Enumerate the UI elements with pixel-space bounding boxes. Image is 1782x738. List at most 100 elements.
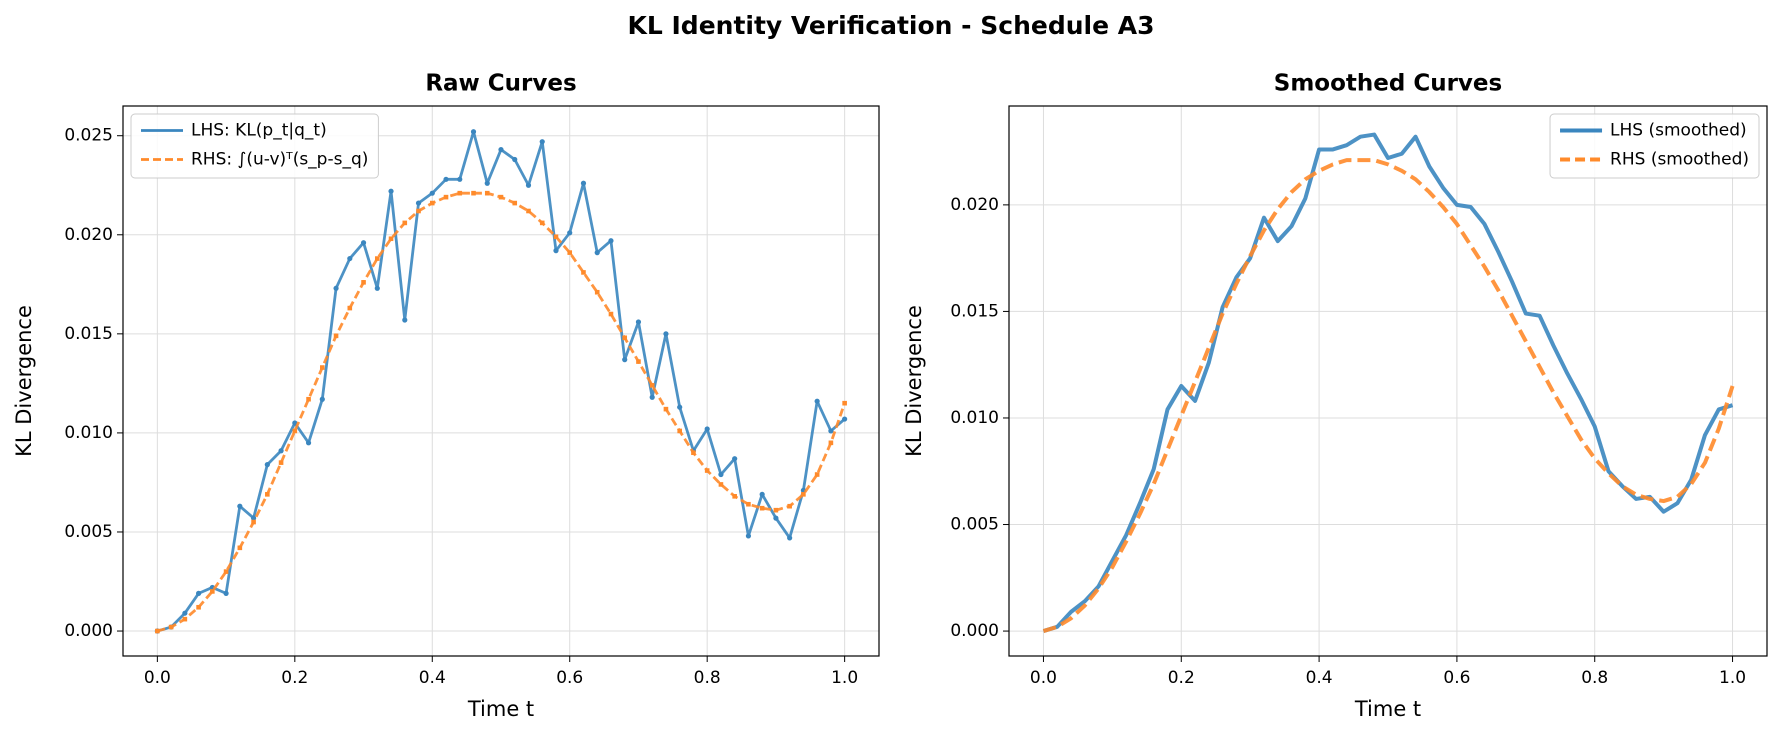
point-marker bbox=[663, 406, 669, 412]
point-marker bbox=[553, 234, 559, 240]
axes-title: Raw Curves bbox=[425, 71, 576, 97]
point-marker bbox=[498, 146, 504, 153]
series-line bbox=[156, 191, 846, 633]
point-marker bbox=[306, 396, 311, 402]
point-marker bbox=[814, 472, 820, 477]
legend: LHS: KL(p_t|q_t) RHS: ∫(u-v)ᵀ(s_p-s_q) bbox=[130, 113, 379, 179]
legend-box bbox=[1549, 113, 1760, 179]
point-marker bbox=[374, 285, 380, 291]
point-marker bbox=[636, 359, 641, 364]
point-marker bbox=[250, 515, 257, 521]
point-marker bbox=[842, 400, 847, 406]
point-marker bbox=[292, 420, 298, 426]
point-marker bbox=[319, 396, 325, 402]
point-marker bbox=[787, 503, 792, 509]
point-marker bbox=[649, 383, 655, 388]
axes-frame bbox=[122, 105, 880, 657]
point-marker bbox=[622, 357, 628, 363]
point-marker bbox=[484, 180, 490, 186]
x-tick-label: 1.0 bbox=[831, 668, 858, 688]
x-tick-label: 0.6 bbox=[1443, 668, 1470, 688]
y-tick-label: 0.025 bbox=[64, 126, 113, 146]
x-tick-label: 0.2 bbox=[281, 668, 308, 688]
point-marker bbox=[691, 450, 696, 456]
y-axis-label: KL Divergence bbox=[12, 305, 36, 457]
point-marker bbox=[429, 190, 435, 196]
point-marker bbox=[361, 280, 366, 285]
point-marker bbox=[429, 200, 435, 206]
point-marker bbox=[842, 416, 848, 422]
point-marker bbox=[539, 220, 545, 226]
point-marker bbox=[718, 482, 724, 487]
point-marker bbox=[745, 533, 752, 539]
point-marker bbox=[525, 182, 532, 188]
y-tick-label: 0.000 bbox=[64, 621, 113, 641]
point-marker bbox=[512, 200, 518, 206]
point-marker bbox=[608, 238, 614, 244]
point-marker bbox=[196, 604, 201, 610]
y-tick-label: 0.020 bbox=[64, 225, 113, 245]
point-marker bbox=[759, 491, 765, 497]
y-tick-label: 0.015 bbox=[64, 324, 113, 344]
legend-label: RHS (smoothed) bbox=[1610, 150, 1749, 170]
point-marker bbox=[443, 176, 449, 182]
point-marker bbox=[402, 317, 408, 323]
point-marker bbox=[333, 333, 339, 339]
legend: LHS (smoothed) RHS (smoothed) bbox=[1549, 113, 1760, 179]
series-line bbox=[1042, 132, 1734, 633]
point-marker bbox=[388, 236, 394, 242]
point-marker bbox=[278, 460, 284, 465]
point-marker bbox=[773, 507, 779, 513]
x-axis-label: Time t bbox=[1354, 697, 1421, 721]
point-marker bbox=[265, 492, 270, 497]
point-marker bbox=[415, 200, 422, 206]
point-marker bbox=[237, 503, 243, 509]
point-marker bbox=[374, 256, 380, 261]
point-marker bbox=[388, 188, 394, 194]
point-marker bbox=[828, 428, 834, 434]
axes-frame bbox=[1008, 105, 1768, 657]
point-marker bbox=[704, 468, 710, 473]
point-marker bbox=[320, 365, 325, 370]
point-marker bbox=[553, 248, 559, 254]
point-marker bbox=[470, 129, 477, 135]
point-marker bbox=[732, 456, 738, 462]
y-tick-label: 0.015 bbox=[950, 301, 999, 321]
point-marker bbox=[457, 176, 463, 182]
point-marker bbox=[196, 590, 202, 596]
point-marker bbox=[732, 494, 737, 499]
point-marker bbox=[580, 180, 587, 186]
figure-title: KL Identity Verification - Schedule A3 bbox=[627, 11, 1154, 40]
point-marker bbox=[443, 194, 449, 200]
point-marker bbox=[168, 624, 174, 630]
point-marker bbox=[773, 515, 779, 521]
x-tick-label: 0.6 bbox=[556, 668, 583, 688]
y-tick-label: 0.010 bbox=[64, 423, 113, 443]
point-marker bbox=[333, 285, 339, 291]
point-marker bbox=[567, 250, 573, 255]
point-marker bbox=[814, 398, 820, 404]
point-marker bbox=[581, 270, 586, 275]
y-axis-label: KL Divergence bbox=[902, 305, 926, 457]
series-line bbox=[156, 130, 846, 633]
point-marker bbox=[526, 208, 531, 214]
x-tick-label: 0.8 bbox=[694, 668, 721, 688]
point-marker bbox=[622, 335, 628, 341]
point-marker bbox=[828, 440, 834, 446]
point-marker bbox=[608, 311, 614, 317]
point-marker bbox=[594, 289, 600, 295]
point-marker bbox=[347, 255, 353, 262]
point-marker bbox=[305, 440, 312, 446]
point-marker bbox=[182, 616, 188, 622]
point-marker bbox=[457, 190, 463, 196]
point-marker bbox=[182, 610, 188, 616]
point-marker bbox=[539, 139, 545, 145]
y-tick-label: 0.005 bbox=[950, 515, 999, 535]
point-marker bbox=[471, 190, 476, 196]
point-marker bbox=[416, 208, 421, 214]
point-marker bbox=[759, 505, 765, 511]
point-marker bbox=[801, 492, 806, 497]
point-marker bbox=[402, 220, 408, 226]
